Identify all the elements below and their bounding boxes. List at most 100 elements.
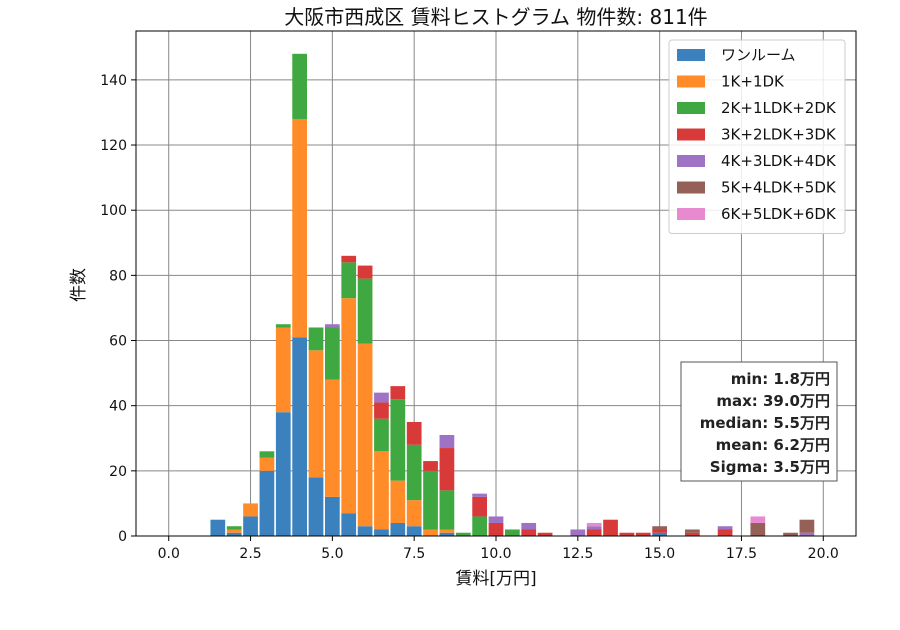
bar-segment <box>325 327 340 380</box>
bar-segment <box>439 490 455 530</box>
bar-segment <box>685 532 700 536</box>
stat-line: median: 5.5万円 <box>700 414 830 432</box>
x-axis-ticks: 0.0 2.5 5.0 7.5 10.0 12.5 15.0 17.5 20.0 <box>158 536 839 562</box>
bar-segment <box>423 461 438 471</box>
bar-segment <box>325 496 340 536</box>
bar-segment <box>226 526 242 530</box>
bar-segment <box>210 519 226 536</box>
bar-segment <box>439 435 455 449</box>
bar-segment <box>406 526 422 536</box>
x-tick-label: 17.5 <box>726 546 757 562</box>
bar-segment <box>243 516 258 536</box>
bar-segment <box>259 451 275 458</box>
bar-segment <box>275 327 291 413</box>
y-tick-label: 0 <box>118 529 127 545</box>
legend-frame <box>668 39 846 234</box>
bar-segment <box>226 532 242 536</box>
bar-segment <box>799 519 815 533</box>
bar-segment <box>341 513 357 536</box>
y-tick-label: 20 <box>109 464 127 480</box>
legend: ワンルーム 1K+1DK 2K+1LDK+2DK 3K+2LDK+3DK 4K+3LDK… <box>668 39 846 234</box>
bar-segment <box>652 529 667 533</box>
bar-segment <box>406 500 422 527</box>
bar-segment <box>717 526 733 530</box>
bar-segment <box>374 451 389 530</box>
bar-segment <box>423 529 438 536</box>
bar-segment <box>505 529 520 536</box>
chart-title: 大阪市西成区 賃料ヒストグラム 物件数: 811件 <box>284 5 707 29</box>
bar-segment <box>750 522 766 536</box>
x-tick-label: 12.5 <box>562 546 593 562</box>
bar-segment <box>570 529 586 536</box>
stat-line: max: 39.0万円 <box>716 392 830 410</box>
bar-segment <box>341 262 357 299</box>
bar-segment <box>635 532 651 536</box>
bar-segment <box>439 529 455 533</box>
bar-segment <box>259 457 275 471</box>
bar-segment <box>439 532 455 536</box>
legend-swatch <box>677 75 705 88</box>
bar-segment <box>521 522 537 530</box>
bar-segment <box>275 324 291 328</box>
bar-segment <box>586 526 602 530</box>
x-axis-label: 賃料[万円] <box>455 569 536 589</box>
bar-segment <box>455 532 471 536</box>
bar-segment <box>226 529 242 533</box>
bar-segment <box>406 421 422 445</box>
legend-swatch <box>677 49 705 61</box>
bar-segment <box>308 350 324 478</box>
y-axis-label: 件数 <box>69 268 89 302</box>
bar-segment <box>406 444 422 501</box>
y-tick-label: 100 <box>100 203 127 219</box>
legend-entry: 1K+1DK <box>721 73 785 91</box>
bar-segment <box>308 327 324 351</box>
stat-line: Sigma: 3.5万円 <box>710 458 830 476</box>
bar-segment <box>603 519 618 536</box>
bar-segment <box>472 496 487 517</box>
bar-segment <box>308 477 324 536</box>
y-tick-label: 140 <box>100 73 127 89</box>
legend-entry: 5K+4LDK+5DK <box>721 179 837 197</box>
y-tick-label: 60 <box>109 334 127 350</box>
legend-entry: 6K+5LDK+6DK <box>721 205 837 223</box>
bar-segment <box>292 53 307 119</box>
stat-line: mean: 6.2万円 <box>716 436 830 454</box>
legend-entry: ワンルーム <box>721 46 796 64</box>
bar-segment <box>341 298 357 514</box>
x-tick-label: 0.0 <box>158 546 180 562</box>
legend-swatch <box>677 208 705 220</box>
bar-segment <box>292 337 307 536</box>
x-tick-label: 15.0 <box>644 546 675 562</box>
bar-segment <box>325 324 340 328</box>
bar-segment <box>586 522 602 527</box>
legend-entry: 3K+2LDK+3DK <box>721 126 837 144</box>
bar-segment <box>652 532 667 536</box>
bars <box>210 53 815 536</box>
bar-segment <box>619 532 635 536</box>
bar-segment <box>472 516 487 536</box>
stats-box: min: 1.8万円 max: 39.0万円 median: 5.5万円 mean: … <box>680 361 838 482</box>
bar-segment <box>374 392 389 403</box>
bar-segment <box>537 532 553 536</box>
bar-segment <box>374 402 389 419</box>
legend-swatch <box>677 102 705 114</box>
bar-segment <box>374 529 389 536</box>
bar-segment <box>259 470 275 536</box>
bar-segment <box>488 516 504 523</box>
legend-entry: 2K+1LDK+2DK <box>721 99 837 117</box>
bar-segment <box>390 386 406 400</box>
bar-segment <box>341 255 357 263</box>
bar-segment <box>357 526 373 536</box>
y-axis-ticks: 0 20 40 60 80 100 120 140 <box>100 73 136 545</box>
x-tick-label: 7.5 <box>403 546 425 562</box>
y-tick-label: 120 <box>100 138 127 154</box>
legend-swatch <box>677 128 705 141</box>
bar-segment <box>717 529 733 536</box>
bar-segment <box>390 522 406 536</box>
x-tick-label: 20.0 <box>808 546 839 562</box>
bar-segment <box>357 343 373 527</box>
x-tick-label: 5.0 <box>321 546 343 562</box>
bar-segment <box>325 379 340 497</box>
bar-segment <box>374 418 389 452</box>
bar-segment <box>750 516 766 523</box>
